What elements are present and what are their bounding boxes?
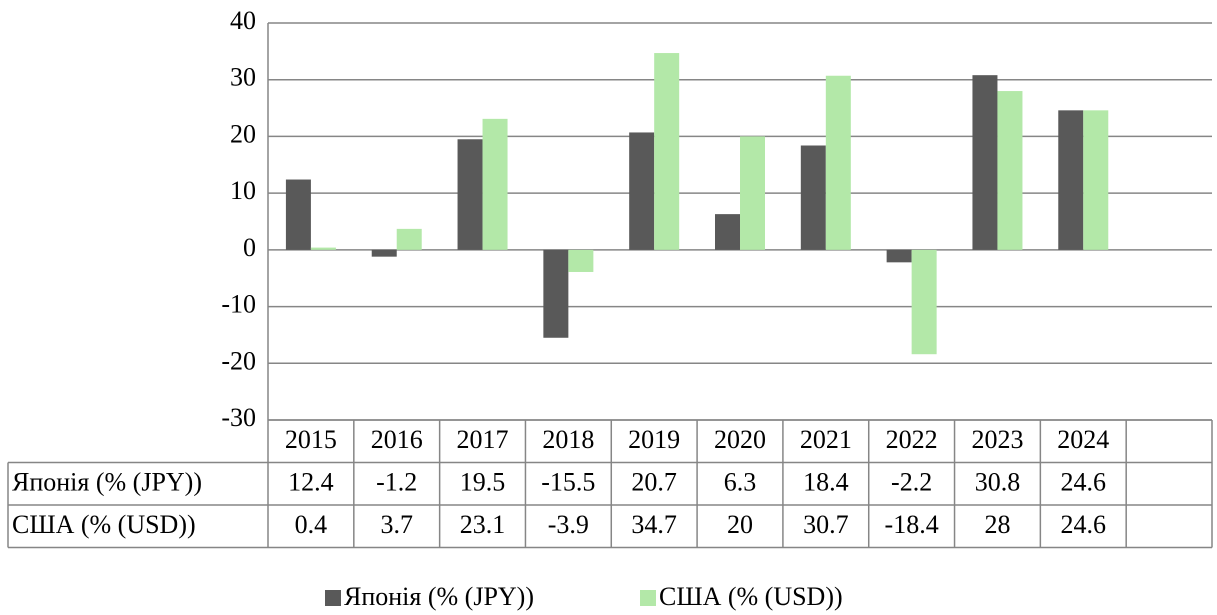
bar xyxy=(543,249,569,338)
bar xyxy=(457,139,483,250)
table-row-label: Японія (% (JPY)) xyxy=(12,468,202,497)
table-cell: 3.7 xyxy=(380,510,413,539)
x-tick-label: 2022 xyxy=(886,425,938,454)
y-tick-label: 30 xyxy=(230,63,256,92)
y-tick-label: 0 xyxy=(243,233,256,262)
bar xyxy=(740,136,765,250)
table-cell: 28 xyxy=(984,510,1010,539)
table-cell: 24.6 xyxy=(1061,510,1107,539)
x-tick-label: 2023 xyxy=(971,425,1023,454)
bar xyxy=(396,228,422,250)
y-tick-label: 20 xyxy=(230,119,256,148)
bar xyxy=(911,249,937,355)
table-cell: 6.3 xyxy=(724,468,757,497)
bar xyxy=(371,249,397,257)
legend-swatch xyxy=(640,590,656,606)
bar xyxy=(285,179,311,250)
y-tick-label: 40 xyxy=(230,6,256,35)
x-tick-label: 2015 xyxy=(285,425,337,454)
bar xyxy=(800,145,826,250)
legend-swatch xyxy=(325,590,341,606)
bar xyxy=(825,75,851,250)
y-tick-label: -10 xyxy=(221,290,256,319)
table-cell: -2.2 xyxy=(891,468,932,497)
legend-label: США (% (USD)) xyxy=(659,582,843,611)
y-tick-label: -30 xyxy=(221,403,256,432)
table-cell: -15.5 xyxy=(541,468,595,497)
x-tick-label: 2019 xyxy=(628,425,680,454)
bar xyxy=(1058,110,1084,250)
table-cell: 30.7 xyxy=(803,510,849,539)
y-tick-label: -20 xyxy=(221,346,256,375)
table-row-label: США (% (USD)) xyxy=(12,510,196,539)
bar xyxy=(1083,110,1109,250)
x-tick-label: 2018 xyxy=(542,425,594,454)
table-cell: 30.8 xyxy=(975,468,1021,497)
legend-label: Японія (% (JPY)) xyxy=(344,582,534,611)
bar xyxy=(997,91,1023,250)
table-cell: 24.6 xyxy=(1061,468,1107,497)
bar xyxy=(715,214,740,250)
x-tick-label: 2016 xyxy=(371,425,423,454)
table-cell: -1.2 xyxy=(376,468,417,497)
table-cell: 12.4 xyxy=(288,468,334,497)
table-cell: -3.9 xyxy=(548,510,589,539)
table-cell: 18.4 xyxy=(803,468,849,497)
x-tick-label: 2020 xyxy=(714,425,766,454)
bar xyxy=(629,132,655,250)
table-cell: -18.4 xyxy=(885,510,939,539)
y-tick-label: 10 xyxy=(230,176,256,205)
bar xyxy=(972,75,998,250)
table-cell: 23.1 xyxy=(460,510,506,539)
table-cell: 0.4 xyxy=(295,510,328,539)
table-cell: 34.7 xyxy=(631,510,677,539)
table-cell: 19.5 xyxy=(460,468,506,497)
x-tick-label: 2021 xyxy=(800,425,852,454)
x-tick-label: 2017 xyxy=(457,425,509,454)
table-cell: 20.7 xyxy=(631,468,677,497)
bar xyxy=(482,118,508,250)
bar xyxy=(310,247,336,250)
bar xyxy=(568,249,594,272)
x-tick-label: 2024 xyxy=(1057,425,1109,454)
bar xyxy=(654,53,680,250)
bar xyxy=(886,249,912,263)
table-cell: 20 xyxy=(727,510,753,539)
